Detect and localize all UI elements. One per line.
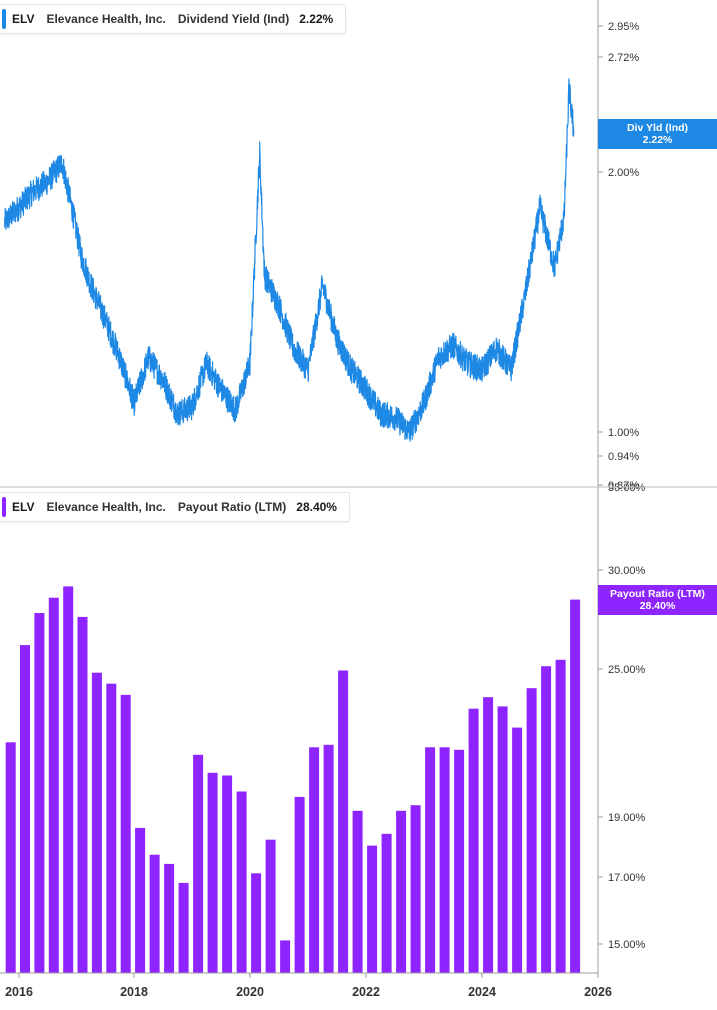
payout-bar	[106, 683, 117, 973]
bottom-callout-label: Payout Ratio (LTM)	[610, 588, 705, 600]
payout-bar	[425, 747, 436, 973]
payout-bar	[280, 940, 291, 973]
payout-bar	[541, 666, 552, 973]
payout-bar	[20, 645, 30, 973]
top-legend-swatch	[2, 9, 6, 29]
top-legend-company: Elevance Health, Inc.	[46, 12, 166, 26]
x-axis-tick-label: 2016	[5, 985, 33, 999]
bottom-axis-tick-label: 19.00%	[608, 812, 646, 824]
payout-bar	[294, 796, 305, 973]
x-axis-tick-label: 2024	[468, 985, 496, 999]
bottom-legend-swatch	[2, 497, 6, 517]
bottom-callout-value: 28.40%	[639, 600, 676, 612]
top-axis-tick-label: 0.87%	[608, 480, 639, 492]
bottom-axis-tick-label: 25.00%	[608, 664, 646, 676]
payout-bar	[512, 727, 523, 973]
top-callout-label: Div Yld (Ind)	[626, 122, 689, 134]
payout-bar	[526, 688, 537, 973]
bottom-axis-tick-label: 15.00%	[608, 939, 646, 951]
bottom-legend-ticker: ELV	[12, 500, 35, 514]
payout-bar	[91, 672, 102, 973]
top-axis-tick-label: 2.72%	[608, 52, 639, 64]
top-legend-metric: Dividend Yield (Ind)	[177, 12, 290, 26]
payout-bar	[483, 697, 494, 973]
bottom-axis-tick-label: 30.00%	[608, 565, 646, 577]
payout-bar	[468, 708, 479, 973]
top-axis-tick-label: 1.00%	[608, 427, 639, 439]
top-axis-tick-label: 0.94%	[608, 451, 639, 463]
top-callout-value: 2.22%	[642, 134, 673, 146]
payout-bar	[410, 805, 421, 973]
x-axis-tick-label: 2020	[236, 985, 264, 999]
payout-bar	[367, 845, 378, 973]
payout-bar	[352, 810, 363, 973]
payout-bar	[48, 597, 59, 973]
payout-bar	[236, 791, 247, 973]
top-legend: ELV Elevance Health, Inc. Dividend Yield…	[0, 4, 347, 34]
chart-frame	[0, 0, 717, 974]
payout-bar	[439, 747, 450, 973]
payout-bars	[5, 586, 581, 973]
bottom-axis-tick-label: 17.00%	[608, 872, 646, 884]
payout-bar	[323, 744, 334, 973]
payout-bar	[164, 863, 175, 973]
payout-bar	[207, 772, 218, 973]
payout-bar	[222, 775, 233, 973]
payout-bar	[251, 873, 262, 973]
bottom-value-callout: Payout Ratio (LTM) 28.40%	[598, 585, 717, 615]
bottom-axis-tick-label: 35.00%	[608, 482, 646, 494]
top-axis-tick-label: 2.00%	[608, 167, 639, 179]
payout-bar	[497, 706, 508, 973]
x-axis-tick-label: 2026	[584, 985, 612, 999]
bottom-legend: ELV Elevance Health, Inc. Payout Ratio (…	[0, 492, 350, 522]
payout-bar	[265, 839, 276, 973]
top-legend-value: 2.22%	[299, 12, 334, 26]
payout-bar	[5, 742, 16, 973]
payout-bar	[193, 754, 204, 973]
payout-bar	[338, 670, 349, 973]
payout-bar	[309, 747, 320, 973]
top-axis-tick-label: 2.95%	[608, 21, 639, 33]
x-axis-labels: 2016 2018 2020 2022 2024 2026	[5, 973, 612, 999]
top-legend-ticker: ELV	[12, 12, 35, 26]
payout-bar	[396, 810, 407, 973]
x-axis-tick-label: 2018	[120, 985, 148, 999]
payout-bar	[381, 833, 392, 973]
payout-bar	[570, 599, 581, 973]
bottom-axis-ticks: 35.00% 30.00% 25.00% 19.00% 17.00% 15.00%	[598, 482, 646, 951]
yield-line	[4, 78, 575, 442]
payout-bar	[555, 659, 566, 973]
payout-bar	[77, 616, 88, 973]
payout-bar	[135, 827, 146, 973]
payout-bar	[34, 613, 45, 973]
top-axis-ticks: 2.95% 2.72% 2.00% 1.00% 0.94% 0.87%	[598, 21, 639, 492]
top-value-callout: Div Yld (Ind) 2.22%	[598, 119, 717, 149]
payout-bar	[63, 586, 74, 973]
payout-bar	[149, 854, 160, 973]
bottom-legend-value: 28.40%	[296, 500, 337, 514]
payout-bar	[178, 882, 189, 973]
bottom-legend-metric: Payout Ratio (LTM)	[177, 500, 287, 514]
payout-bar	[120, 694, 131, 973]
payout-bar	[454, 749, 465, 973]
x-axis-tick-label: 2022	[352, 985, 380, 999]
bottom-legend-company: Elevance Health, Inc.	[46, 500, 166, 514]
